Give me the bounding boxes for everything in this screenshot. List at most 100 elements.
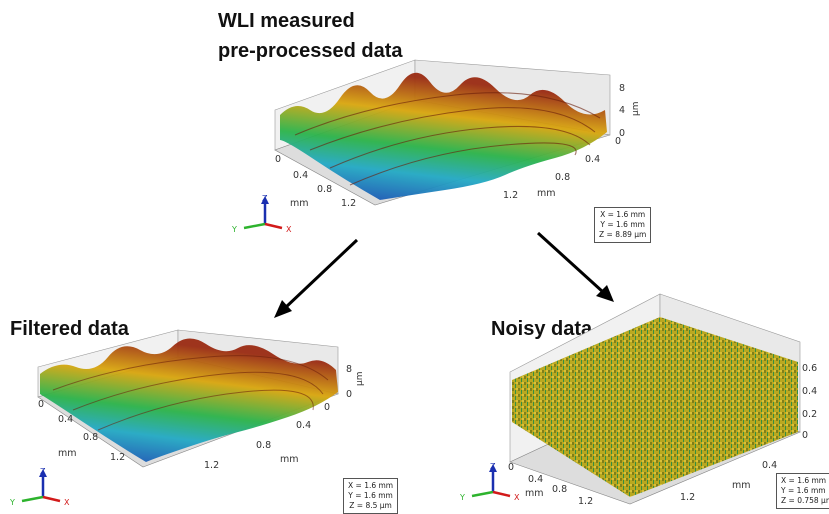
main-surface-plot: 0 0.4 0.8 1.2 mm 1.2 0.8 0.4 0 mm 8 4 0 … [255,40,655,210]
filtered-x-tick-3: 1.2 [110,452,125,463]
main-info-x: X = 1.6 mm [600,210,646,219]
noisy-info-z: Z = 0.758 µm [781,496,829,505]
main-triad-z-arrow [261,196,269,204]
filtered-y-ticks: 1.2 0.8 0.4 0 mm [204,402,330,471]
main-y-tick-3: 1.2 [503,190,518,201]
noisy-triad-y-label: Y [459,493,465,502]
main-y-unit: mm [537,188,556,199]
noisy-triad-z-arrow [489,464,497,472]
noisy-y-unit: mm [732,480,751,491]
main-triad-z-label: Z [262,194,268,203]
filtered-x-tick-0: 0 [38,399,44,410]
noisy-y-tick-3: 1.2 [680,492,695,503]
filtered-triad-y-line [21,495,44,503]
arrow-to-noisy [536,231,605,294]
filtered-ridges [52,355,329,431]
filtered-x-tick-1: 0.4 [58,414,73,425]
filtered-surface-plot: 0 0.4 0.8 1.2 mm 1.2 0.8 0.4 0 mm 8 0 µm [28,322,368,472]
main-info-box: X = 1.6 mm Y = 1.6 mm Z = 8.89 µm [594,207,652,243]
main-ridges [294,92,601,186]
noisy-info-box: X = 1.6 mm Y = 1.6 mm Z = 0.758 µm [776,473,829,509]
noisy-triad-x-line [492,490,511,498]
main-x-ticks: 0 0.4 0.8 1.2 mm [275,154,356,209]
filtered-info-box: X = 1.6 mm Y = 1.6 mm Z = 8.5 µm [343,478,399,514]
arrow-to-noisy-head [596,285,614,302]
noisy-z-tick-06: 0.6 [802,363,817,374]
main-z-tick-4: 4 [619,105,625,116]
filtered-plot-title: Filtered data [10,318,129,340]
noisy-triad-x-label: X [514,493,520,502]
main-title-line2: pre-processed data [218,40,403,62]
noisy-y-tick-1: 0.4 [762,460,777,471]
filtered-y-tick-0: 0 [324,402,330,413]
filtered-triad-x-line [42,495,61,503]
filtered-z-tick-0: 0 [346,389,352,400]
noisy-z-tick-0: 0 [802,430,808,441]
noisy-info-y: Y = 1.6 mm [781,486,826,495]
noisy-surface-svg: 0 0.4 0.8 1.2 mm 1.2 0.4 mm 0.6 0.4 0.2 … [508,293,817,507]
filtered-surface-svg: 0 0.4 0.8 1.2 mm 1.2 0.8 0.4 0 mm 8 0 µm [37,329,365,471]
filtered-y-tick-3: 1.2 [204,460,219,471]
filtered-triad-z-arrow [39,469,47,477]
noisy-plot-title: Noisy data [491,318,593,340]
noisy-z-ticks: 0.6 0.4 0.2 0 [802,363,817,441]
filtered-info-y: Y = 1.6 mm [348,491,393,500]
main-triad-x-line [264,222,283,230]
arrow-to-filtered-head [274,300,292,318]
main-z-unit: µm [631,102,641,117]
main-z-ticks: 8 4 0 µm [619,83,641,139]
noisy-surface-plot: 0 0.4 0.8 1.2 mm 1.2 0.4 mm 0.6 0.4 0.2 … [500,292,820,507]
main-triad-x-label: X [286,225,292,234]
filtered-triad-x-label: X [64,498,70,507]
main-z-tick-0: 0 [619,128,625,139]
noisy-x-tick-1: 0.4 [528,474,543,485]
noisy-axis-triad: Z Y X [459,462,520,502]
noisy-y-ticks: 1.2 0.4 mm [680,460,777,503]
noisy-x-tick-3: 1.2 [578,496,593,507]
main-x-tick-1: 0.4 [293,170,308,181]
noisy-x-unit: mm [525,488,544,499]
noisy-x-tick-2: 0.8 [552,484,567,495]
noisy-triad-z-label: Z [490,462,496,471]
filtered-x-tick-2: 0.8 [83,432,98,443]
main-title-line1: WLI measured [218,10,355,32]
filtered-axis-triad: Z Y X [9,467,70,507]
filtered-y-tick-1: 0.4 [296,420,311,431]
main-x-unit: mm [290,198,309,209]
filtered-info-x: X = 1.6 mm [348,481,394,490]
filtered-z-tick-8: 8 [346,364,352,375]
filtered-z-ticks: 8 0 µm [346,364,365,400]
noisy-x-tick-0: 0 [508,462,514,473]
main-plot-title: WLI measured pre-processed data [218,6,403,66]
main-triad-y-label: Y [231,225,237,234]
noisy-surface [512,317,798,497]
main-z-tick-8: 8 [619,83,625,94]
noisy-triad-y-line [471,490,494,498]
main-x-tick-2: 0.8 [317,184,332,195]
filtered-z-unit: µm [355,372,365,387]
noisy-x-ticks: 0 0.4 0.8 1.2 mm [508,462,593,507]
noisy-z-tick-02: 0.2 [802,409,817,420]
main-y-ticks: 1.2 0.8 0.4 0 mm [503,136,621,201]
filtered-info-z: Z = 8.5 µm [349,501,392,510]
filtered-triad-y-label: Y [9,498,15,507]
filtered-y-unit: mm [280,454,299,465]
main-x-tick-0: 0 [275,154,281,165]
main-info-z: Z = 8.89 µm [599,230,647,239]
filtered-y-tick-2: 0.8 [256,440,271,451]
main-info-y: Y = 1.6 mm [600,220,645,229]
noisy-info-x: X = 1.6 mm [781,476,827,485]
filtered-x-ticks: 0 0.4 0.8 1.2 mm [38,399,125,463]
main-triad-y-line [243,222,266,230]
main-y-tick-0: 0 [615,136,621,147]
noisy-z-tick-04: 0.4 [802,386,817,397]
filtered-triad-z-label: Z [40,467,46,476]
main-surface-svg: 0 0.4 0.8 1.2 mm 1.2 0.8 0.4 0 mm 8 4 0 … [274,59,641,209]
filtered-surface [40,338,338,462]
filtered-x-unit: mm [58,448,77,459]
main-x-tick-3: 1.2 [341,198,356,209]
main-axis-triad: Z Y X [231,194,292,234]
main-y-tick-1: 0.4 [585,154,600,165]
main-y-tick-2: 0.8 [555,172,570,183]
